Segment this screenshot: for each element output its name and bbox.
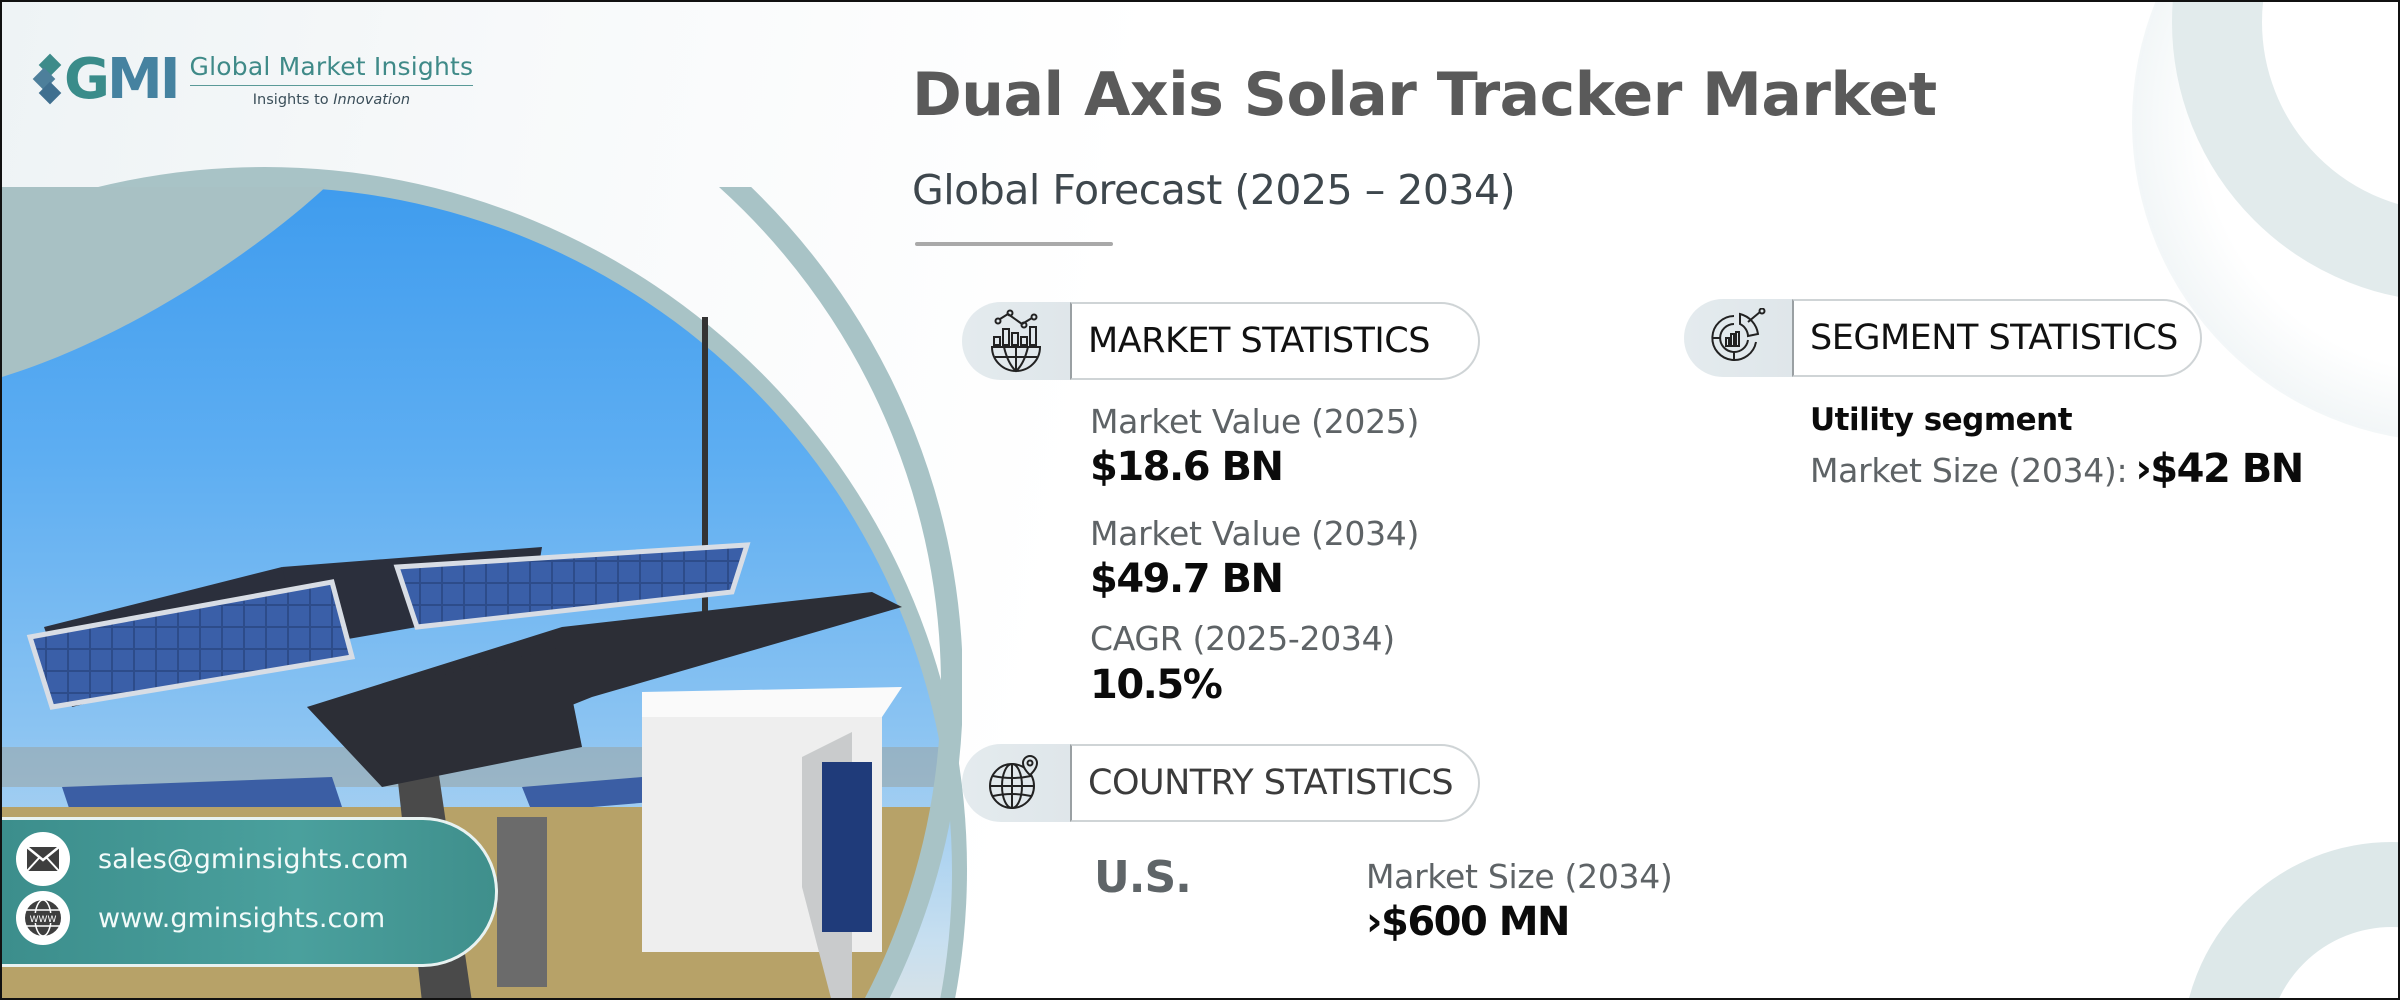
page-title: Dual Axis Solar Tracker Market <box>912 60 1937 130</box>
chart-globe-icon <box>962 302 1070 380</box>
market-statistics-title: MARKET STATISTICS <box>1070 302 1480 380</box>
contact-email-row[interactable]: sales@gminsights.com <box>16 832 409 886</box>
logo-diamonds-icon <box>32 53 62 107</box>
segment-market-size: Market Size (2034): ›$42 BN <box>1810 446 2304 492</box>
cagr-value: 10.5% <box>1090 662 1223 708</box>
logo-letters: GMI <box>64 47 181 112</box>
www-globe-icon: WWW <box>16 891 70 945</box>
country-statistics-title: COUNTRY STATISTICS <box>1070 744 1480 822</box>
svg-text:WWW: WWW <box>30 915 57 925</box>
market-value-2025-value: $18.6 BN <box>1090 444 1284 490</box>
country-market-size-value: ›$600 MN <box>1366 899 1571 945</box>
title-divider <box>915 242 1113 246</box>
page-subtitle: Global Forecast (2025 – 2034) <box>912 166 1516 214</box>
segment-market-size-value: ›$42 BN <box>2135 446 2304 492</box>
segment-statistics-header: SEGMENT STATISTICS <box>1684 299 2202 377</box>
segment-statistics-title: SEGMENT STATISTICS <box>1792 299 2202 377</box>
market-value-2025-label: Market Value (2025) <box>1090 402 1420 441</box>
market-statistics-header: MARKET STATISTICS <box>962 302 1480 380</box>
contact-website[interactable]: www.gminsights.com <box>98 902 386 934</box>
contact-panel: sales@gminsights.com WWW www.gminsights.… <box>2 817 498 967</box>
market-value-2034-label: Market Value (2034) <box>1090 514 1420 553</box>
decorative-arc-bottom-right <box>2182 842 2398 998</box>
brand-name: Global Market Insights <box>189 52 474 86</box>
contact-website-row[interactable]: WWW www.gminsights.com <box>16 891 385 945</box>
envelope-icon <box>16 832 70 886</box>
country-name: U.S. <box>1094 852 1192 903</box>
country-statistics-header: COUNTRY STATISTICS <box>962 744 1480 822</box>
globe-pin-icon <box>962 744 1070 822</box>
segment-market-size-label: Market Size (2034): <box>1810 451 2128 490</box>
brand-tagline: Insights to Innovation <box>252 92 411 108</box>
country-market-size-label: Market Size (2034) <box>1366 857 1673 896</box>
gmi-logo: GMI Global Market Insights Insights to I… <box>32 47 474 112</box>
segment-donut-chart-icon <box>1684 299 1792 377</box>
market-value-2034-value: $49.7 BN <box>1090 556 1284 602</box>
logo-text: Global Market Insights Insights to Innov… <box>189 52 474 108</box>
contact-email[interactable]: sales@gminsights.com <box>98 843 409 875</box>
cagr-label: CAGR (2025-2034) <box>1090 619 1395 658</box>
logo-mark: GMI <box>32 47 181 112</box>
segment-name: Utility segment <box>1810 402 2073 438</box>
